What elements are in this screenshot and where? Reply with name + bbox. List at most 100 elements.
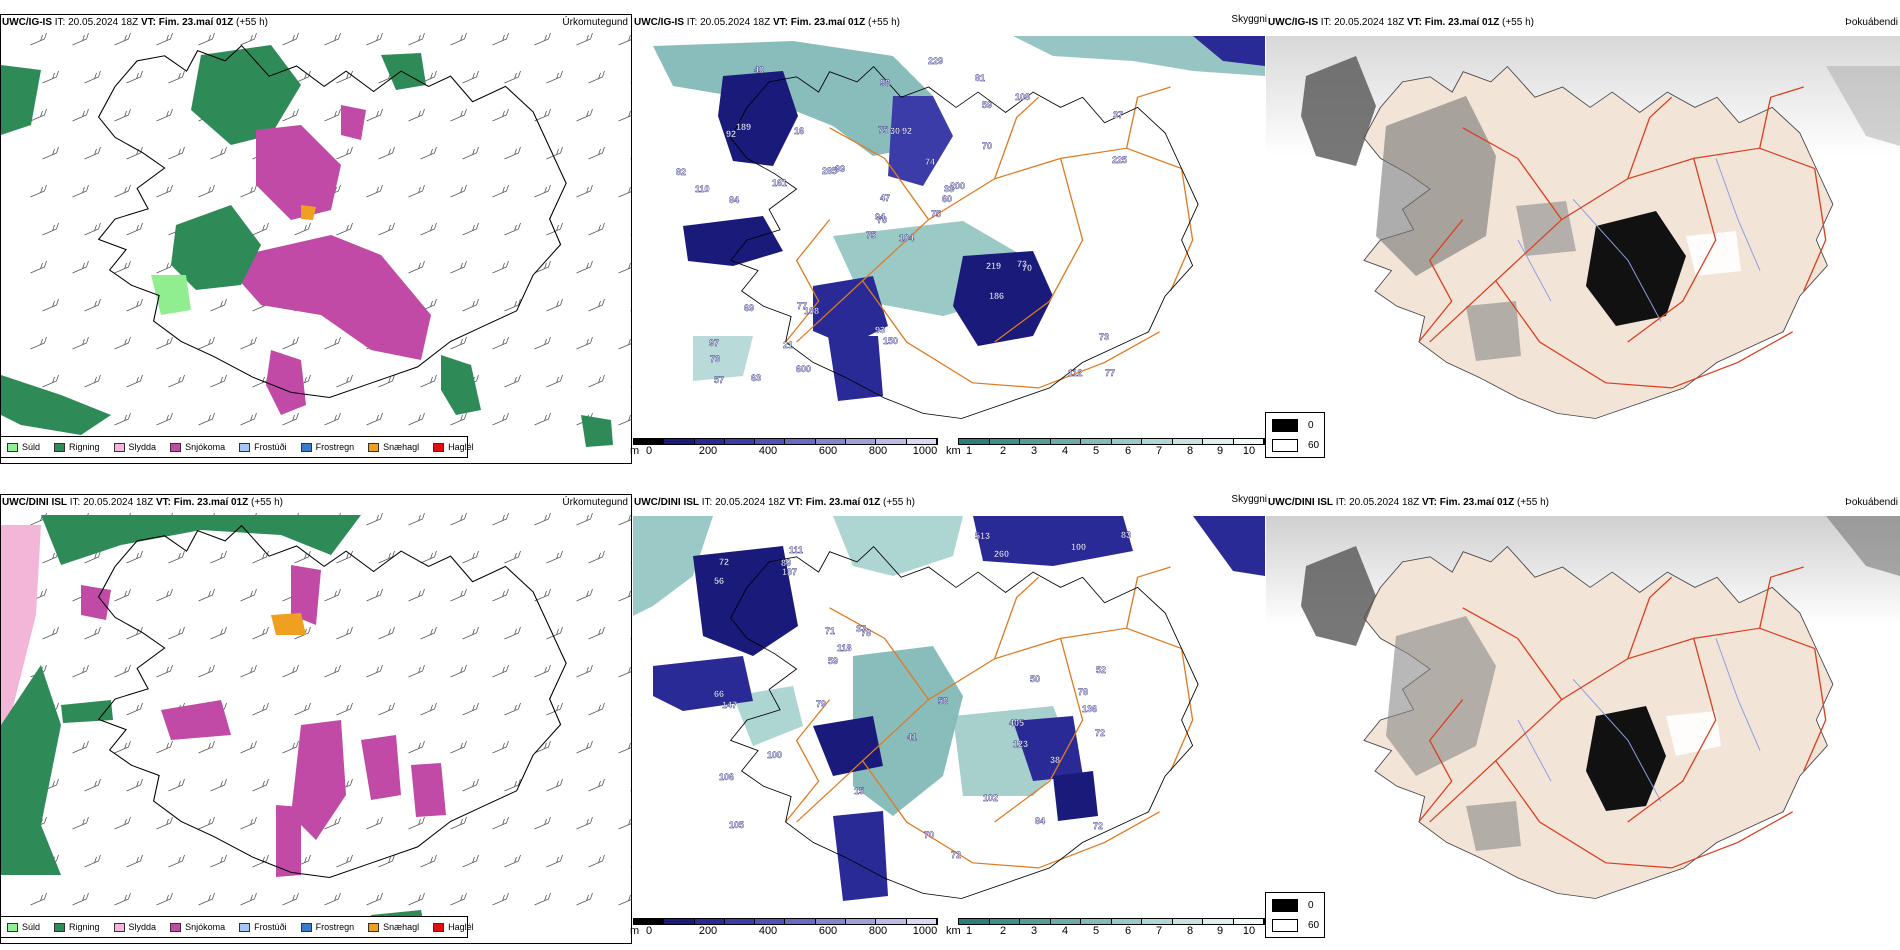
wind-barb (420, 222, 437, 236)
ceiling-label: 285 (822, 166, 837, 176)
ceiling-label: 78 (861, 628, 871, 638)
wind-barb (30, 336, 47, 350)
ceiling-label: 63 (751, 373, 761, 383)
wind-barb (198, 336, 215, 350)
wind-barb (72, 336, 89, 350)
visibility-colorbar: km 1 2 3 4 5 6 7 8 9 10 (946, 918, 1265, 937)
wind-barb (420, 854, 437, 868)
wind-barb (168, 550, 185, 564)
tick: 400 (758, 445, 778, 457)
ceiling-label: 229 (928, 56, 943, 66)
wind-barb (84, 70, 101, 84)
wind-barb (42, 222, 59, 236)
wind-barb (534, 892, 551, 906)
wind-barb (450, 512, 467, 526)
wind-barb (114, 588, 131, 602)
wind-barb (336, 146, 353, 160)
wind-barb (240, 588, 257, 602)
rivers (1517, 158, 1761, 322)
ceiling-label: 56 (714, 576, 724, 586)
wind-barb (450, 588, 467, 602)
visibility-map-svg: 405 136 105 111 78 84 106 260 71 72 56 66 72 72 15 52 41… (633, 516, 1265, 901)
wind-barb (534, 816, 551, 830)
wind-barb (84, 778, 101, 792)
road (1429, 627, 1815, 823)
wind-barb (294, 70, 311, 84)
wind-barb (408, 512, 425, 526)
iceland-outline (729, 65, 1199, 419)
ceiling-label: 92 (726, 129, 736, 139)
wind-barb (72, 740, 89, 754)
wind-barb (450, 892, 467, 906)
wind-barbs (30, 512, 631, 906)
ceiling-label: 79 (816, 699, 826, 709)
wind-barb (210, 550, 227, 564)
ceiling-colorbar: m 0 200 400 600 800 1000 (630, 918, 938, 937)
ceiling-label: 52 (1096, 665, 1106, 675)
wind-barb (366, 184, 383, 198)
wind-barb (42, 374, 59, 388)
wind-barb (156, 588, 173, 602)
wind-barb (576, 260, 593, 274)
wind-barb (210, 778, 227, 792)
legend-item: Frostregn (300, 442, 354, 452)
legend-item: Snjókoma (170, 922, 225, 932)
ceiling-label: 84 (729, 195, 739, 205)
fog-panel-1: UWC/IG-IS IT: 20.05.2024 18Z VT: Fim. 23… (1265, 14, 1900, 464)
wind-barb (282, 892, 299, 906)
ceiling-label: 147 (722, 700, 737, 710)
model-name: UWC/DINI ISL (1268, 497, 1333, 508)
wind-barb (576, 32, 593, 46)
ceiling-label: 70 (877, 215, 887, 225)
wind-barb (252, 778, 269, 792)
swatch (170, 922, 182, 932)
swatch (239, 922, 251, 932)
road (994, 638, 1084, 823)
valid-time-label: VT: (1421, 497, 1437, 508)
ceiling-label: 100 (1071, 542, 1086, 552)
ceiling-label: 41 (907, 732, 917, 742)
wind-barb (114, 412, 131, 426)
wind-barb (408, 184, 425, 198)
precip-type-panel-1: UWC/IG-IS IT: 20.05.2024 18Z VT: Fim. 23… (0, 14, 632, 464)
ceiling-label: 16 (794, 126, 804, 136)
wind-barb (492, 108, 509, 122)
ceiling-labels: 405 136 105 111 78 84 106 260 71 72 56 66 72 72 15 52 41… (714, 530, 1131, 860)
wind-barb (252, 374, 269, 388)
low-ceiling-areas (653, 516, 1265, 901)
model-name: UWC/DINI ISL (634, 497, 699, 508)
panel-title: Þokuábendi (1845, 497, 1898, 508)
panel-title: Úrkomutegund (562, 497, 628, 508)
ceiling-label: 100 (767, 750, 782, 760)
ceiling-label: 83 (1121, 530, 1131, 540)
wind-barb (588, 702, 605, 716)
swatch (1272, 439, 1298, 452)
tick: 8 (1186, 445, 1194, 457)
visibility-map: 405 136 105 111 78 84 106 260 71 72 56 66 72 72 15 52 41… (633, 516, 1265, 912)
fog-legend-item: 0 (1272, 419, 1314, 432)
visibility-ticks: km 1 2 3 4 5 6 7 8 9 10 (946, 445, 1265, 457)
wind-barb (492, 588, 509, 602)
ceiling-label: 58 (938, 696, 948, 706)
panel-title: Þokuábendi (1845, 17, 1898, 28)
wind-barb (630, 82, 631, 84)
precip-map-svg (1, 32, 631, 447)
wind-barb (126, 550, 143, 564)
ceiling-label: 99 (835, 164, 845, 174)
valid-time-label: VT: (155, 497, 171, 508)
tick: 7 (1155, 445, 1163, 457)
ceiling-label: 219 (986, 261, 1001, 271)
ceiling-label: 72 (1095, 728, 1105, 738)
wind-barb (408, 892, 425, 906)
swatch (113, 922, 125, 932)
wind-barb (618, 414, 631, 426)
iceland-outline (97, 44, 567, 399)
wind-barb (504, 222, 521, 236)
wind-barb (450, 336, 467, 350)
ceiling-label: 75 (866, 230, 876, 240)
wind-barb (252, 626, 269, 640)
wind-barb (534, 512, 551, 526)
panel-title: Skyggni (1231, 14, 1267, 25)
wind-barb (84, 222, 101, 236)
valid-time: Fim. 23.maí 01Z (158, 17, 234, 28)
